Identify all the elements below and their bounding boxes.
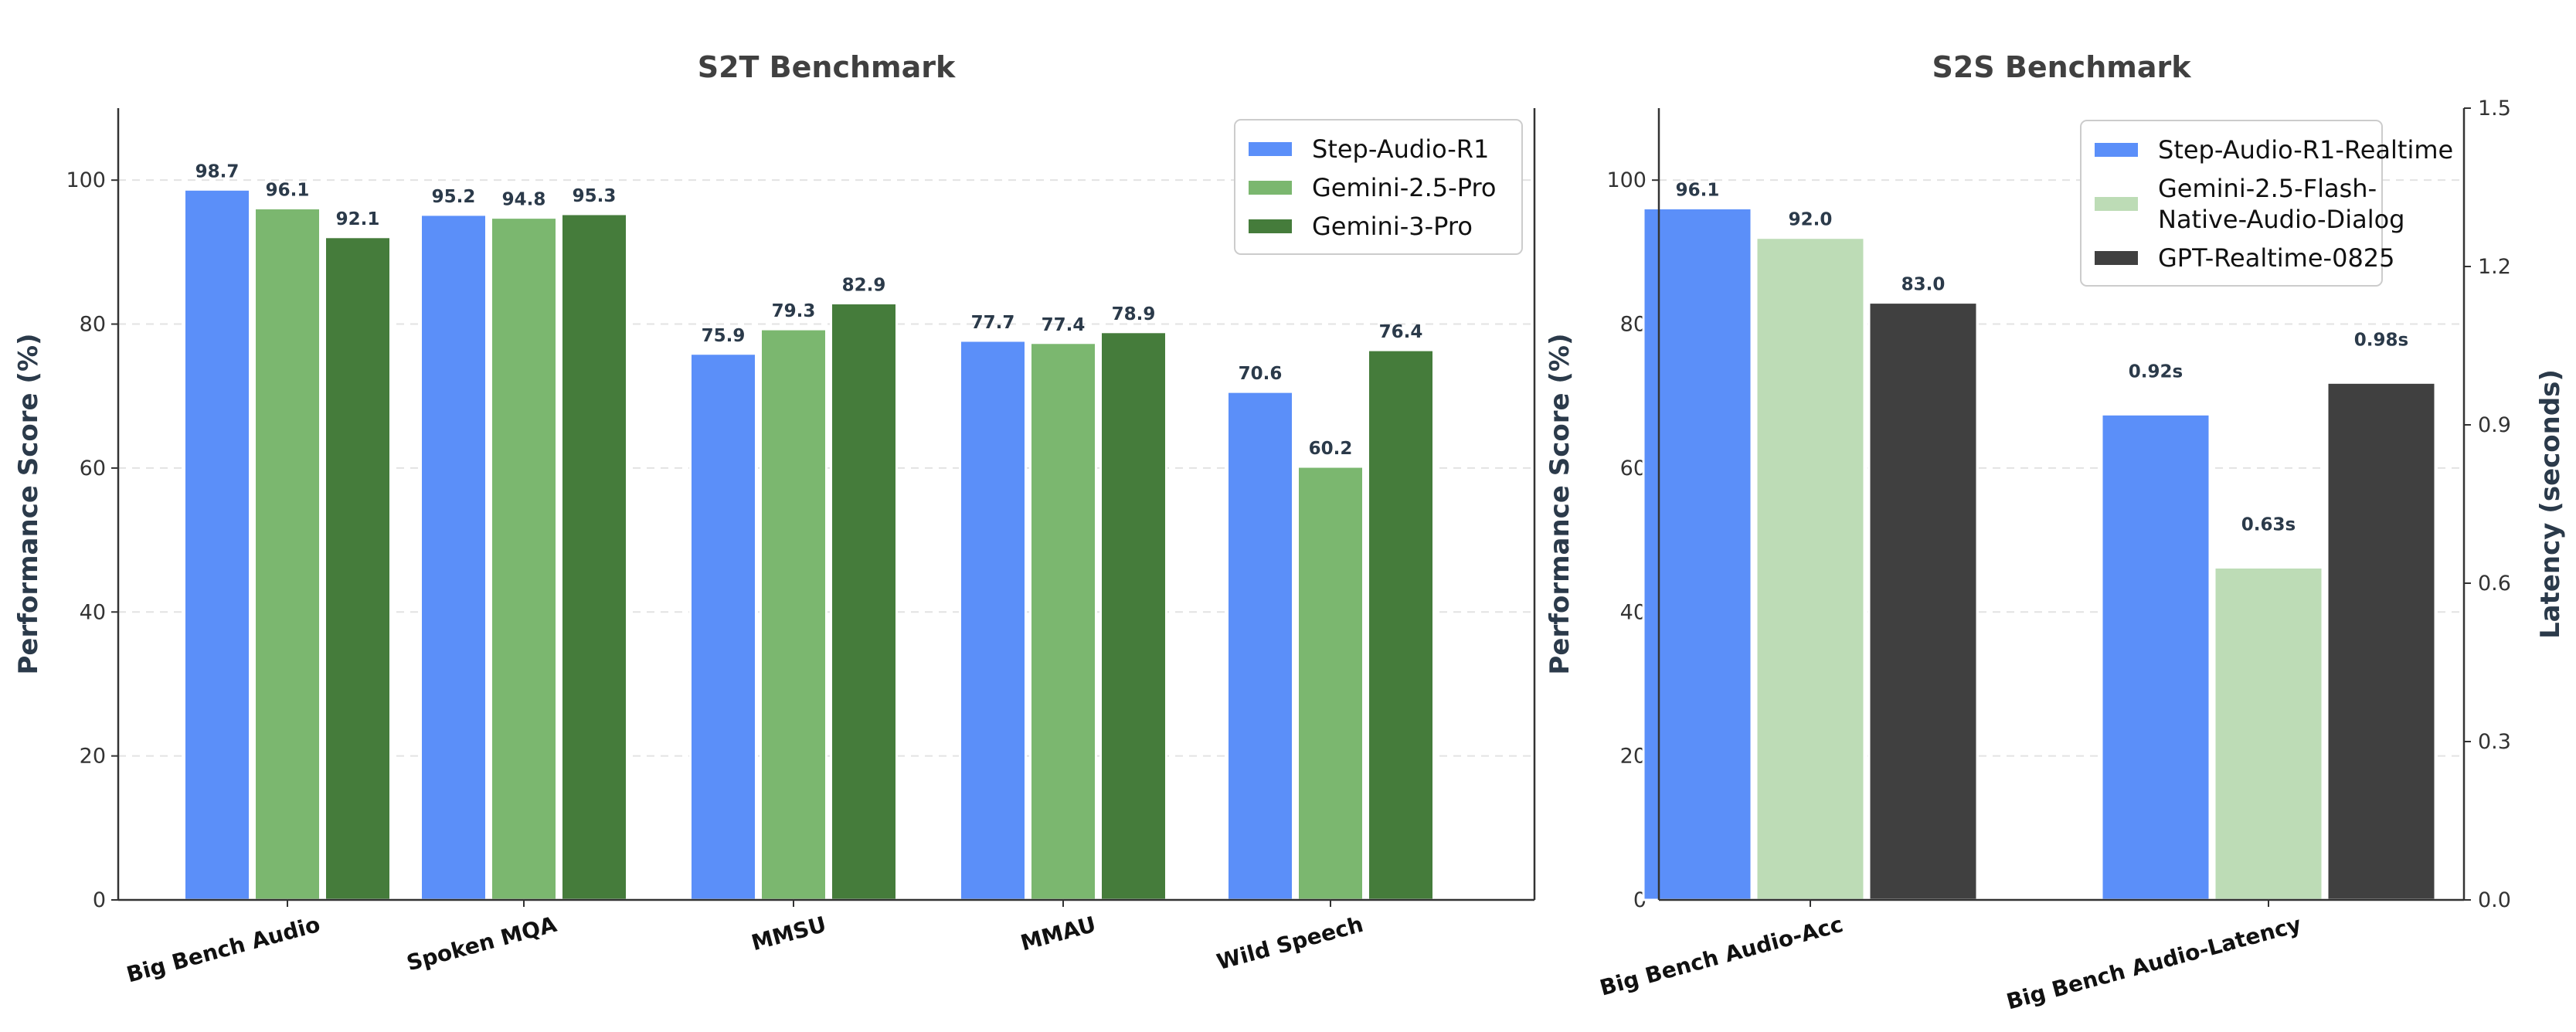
value-label: 0.98s xyxy=(2354,330,2408,350)
value-label: 96.1 xyxy=(266,181,310,201)
value-label: 92.0 xyxy=(1789,210,1833,230)
bar xyxy=(689,352,757,901)
value-label: 92.1 xyxy=(336,209,380,229)
bar xyxy=(1367,348,1435,901)
bar xyxy=(324,236,392,901)
y2-tick-label: 0.3 xyxy=(2478,730,2511,754)
bar xyxy=(1099,331,1167,901)
value-label: 60.2 xyxy=(1309,439,1353,459)
bar xyxy=(420,213,488,901)
value-label: 96.1 xyxy=(1676,181,1720,201)
y2-tick-label: 0.6 xyxy=(2478,572,2511,596)
legend-swatch xyxy=(1249,181,1292,195)
y-tick-label: 100 xyxy=(66,168,106,192)
s2s-chart: S2S Benchmark0204060801000.00.30.60.91.2… xyxy=(1545,50,2566,1015)
y-axis-label: Performance Score (%) xyxy=(1545,333,1575,674)
bar xyxy=(2326,381,2437,901)
y-tick-label: 0 xyxy=(93,888,106,912)
bar xyxy=(959,339,1027,901)
y2-tick-label: 0.0 xyxy=(2478,888,2511,912)
legend-swatch xyxy=(2095,143,2138,157)
bar xyxy=(1296,465,1364,901)
value-label: 82.9 xyxy=(842,276,886,296)
bar xyxy=(760,328,828,901)
legend-label: Step-Audio-R1-Realtime xyxy=(2158,135,2453,165)
value-label: 77.7 xyxy=(971,313,1015,333)
value-label: 83.0 xyxy=(1901,275,1946,295)
bar xyxy=(2213,566,2324,901)
value-label: 79.3 xyxy=(772,301,816,321)
value-label: 78.9 xyxy=(1112,304,1156,324)
legend-box xyxy=(1234,119,1523,255)
y-axis-label: Performance Score (%) xyxy=(13,333,44,674)
y-tick-label: 60 xyxy=(1620,457,1647,480)
legend: Step-Audio-R1-Realtime Gemini-2.5-Flash-N… xyxy=(2080,120,2453,287)
y-tick-label: 20 xyxy=(1620,745,1647,769)
legend-box xyxy=(2080,120,2383,287)
legend-swatch xyxy=(2095,251,2138,265)
legend: Step-Audio-R1 Gemini-2.5-Pro Gemini-3-Pro xyxy=(1234,119,1523,255)
legend-swatch xyxy=(1249,142,1292,156)
value-label: 75.9 xyxy=(702,326,746,346)
value-label: 95.3 xyxy=(573,186,617,206)
bar xyxy=(2100,412,2211,901)
bar xyxy=(1867,301,1979,901)
legend-label: Native-Audio-Dialog xyxy=(2158,205,2404,234)
y-tick-label: 80 xyxy=(80,313,106,337)
x-tick-label: MMSU xyxy=(749,911,829,956)
value-label: 77.4 xyxy=(1042,315,1086,335)
value-label: 95.2 xyxy=(432,187,476,207)
legend-label: GPT-Realtime-0825 xyxy=(2158,243,2395,273)
bar xyxy=(253,207,321,901)
y-tick-label: 100 xyxy=(1606,168,1647,192)
y2-axis-label: Latency (seconds) xyxy=(2535,369,2566,639)
s2t-chart: S2T Benchmark 0 20 40 60 80 100 Performance Sco… xyxy=(13,50,1536,988)
legend-swatch xyxy=(2095,197,2138,211)
value-label: 98.7 xyxy=(195,161,240,182)
value-label: 0.92s xyxy=(2129,362,2183,382)
chart-title: S2S Benchmark xyxy=(1932,50,2191,84)
y-tick-label: 20 xyxy=(80,745,106,769)
bar xyxy=(1755,236,1866,901)
x-tick-label: Wild Speech xyxy=(1214,911,1366,975)
chart-title: S2T Benchmark xyxy=(698,50,956,84)
bar xyxy=(1642,207,1753,901)
legend-label: Gemini-2.5-Pro xyxy=(1312,173,1496,202)
y-tick-label: 80 xyxy=(1620,313,1647,337)
legend-label: Gemini-2.5-Flash- xyxy=(2158,174,2377,203)
y-tick-label: 60 xyxy=(80,457,106,480)
bar xyxy=(490,216,558,901)
y-tick-label: 40 xyxy=(1620,600,1647,624)
legend-label: Gemini-3-Pro xyxy=(1312,212,1473,241)
bar xyxy=(1029,341,1097,901)
legend-swatch xyxy=(1249,219,1292,233)
x-tick-label: Big Bench Audio xyxy=(124,911,323,988)
y2-tick-label: 1.5 xyxy=(2478,97,2511,121)
y2-tick-label: 1.2 xyxy=(2478,255,2511,279)
value-label: 70.6 xyxy=(1239,364,1283,384)
value-label: 94.8 xyxy=(502,190,546,210)
value-label: 0.63s xyxy=(2241,515,2296,535)
legend-label: Step-Audio-R1 xyxy=(1312,134,1489,164)
y2-tick-label: 0.9 xyxy=(2478,413,2511,437)
x-tick-label: Spoken MQA xyxy=(404,911,559,976)
bar xyxy=(830,302,898,901)
bar xyxy=(1226,390,1294,901)
x-tick-label: Big Bench Audio-Acc xyxy=(1597,911,1846,1001)
x-tick-label: Big Bench Audio-Latency xyxy=(2003,911,2303,1015)
bar xyxy=(560,212,628,901)
x-tick-label: MMAU xyxy=(1018,911,1098,956)
y-tick-label: 40 xyxy=(80,600,106,624)
bar xyxy=(183,188,251,901)
value-label: 76.4 xyxy=(1379,322,1423,342)
